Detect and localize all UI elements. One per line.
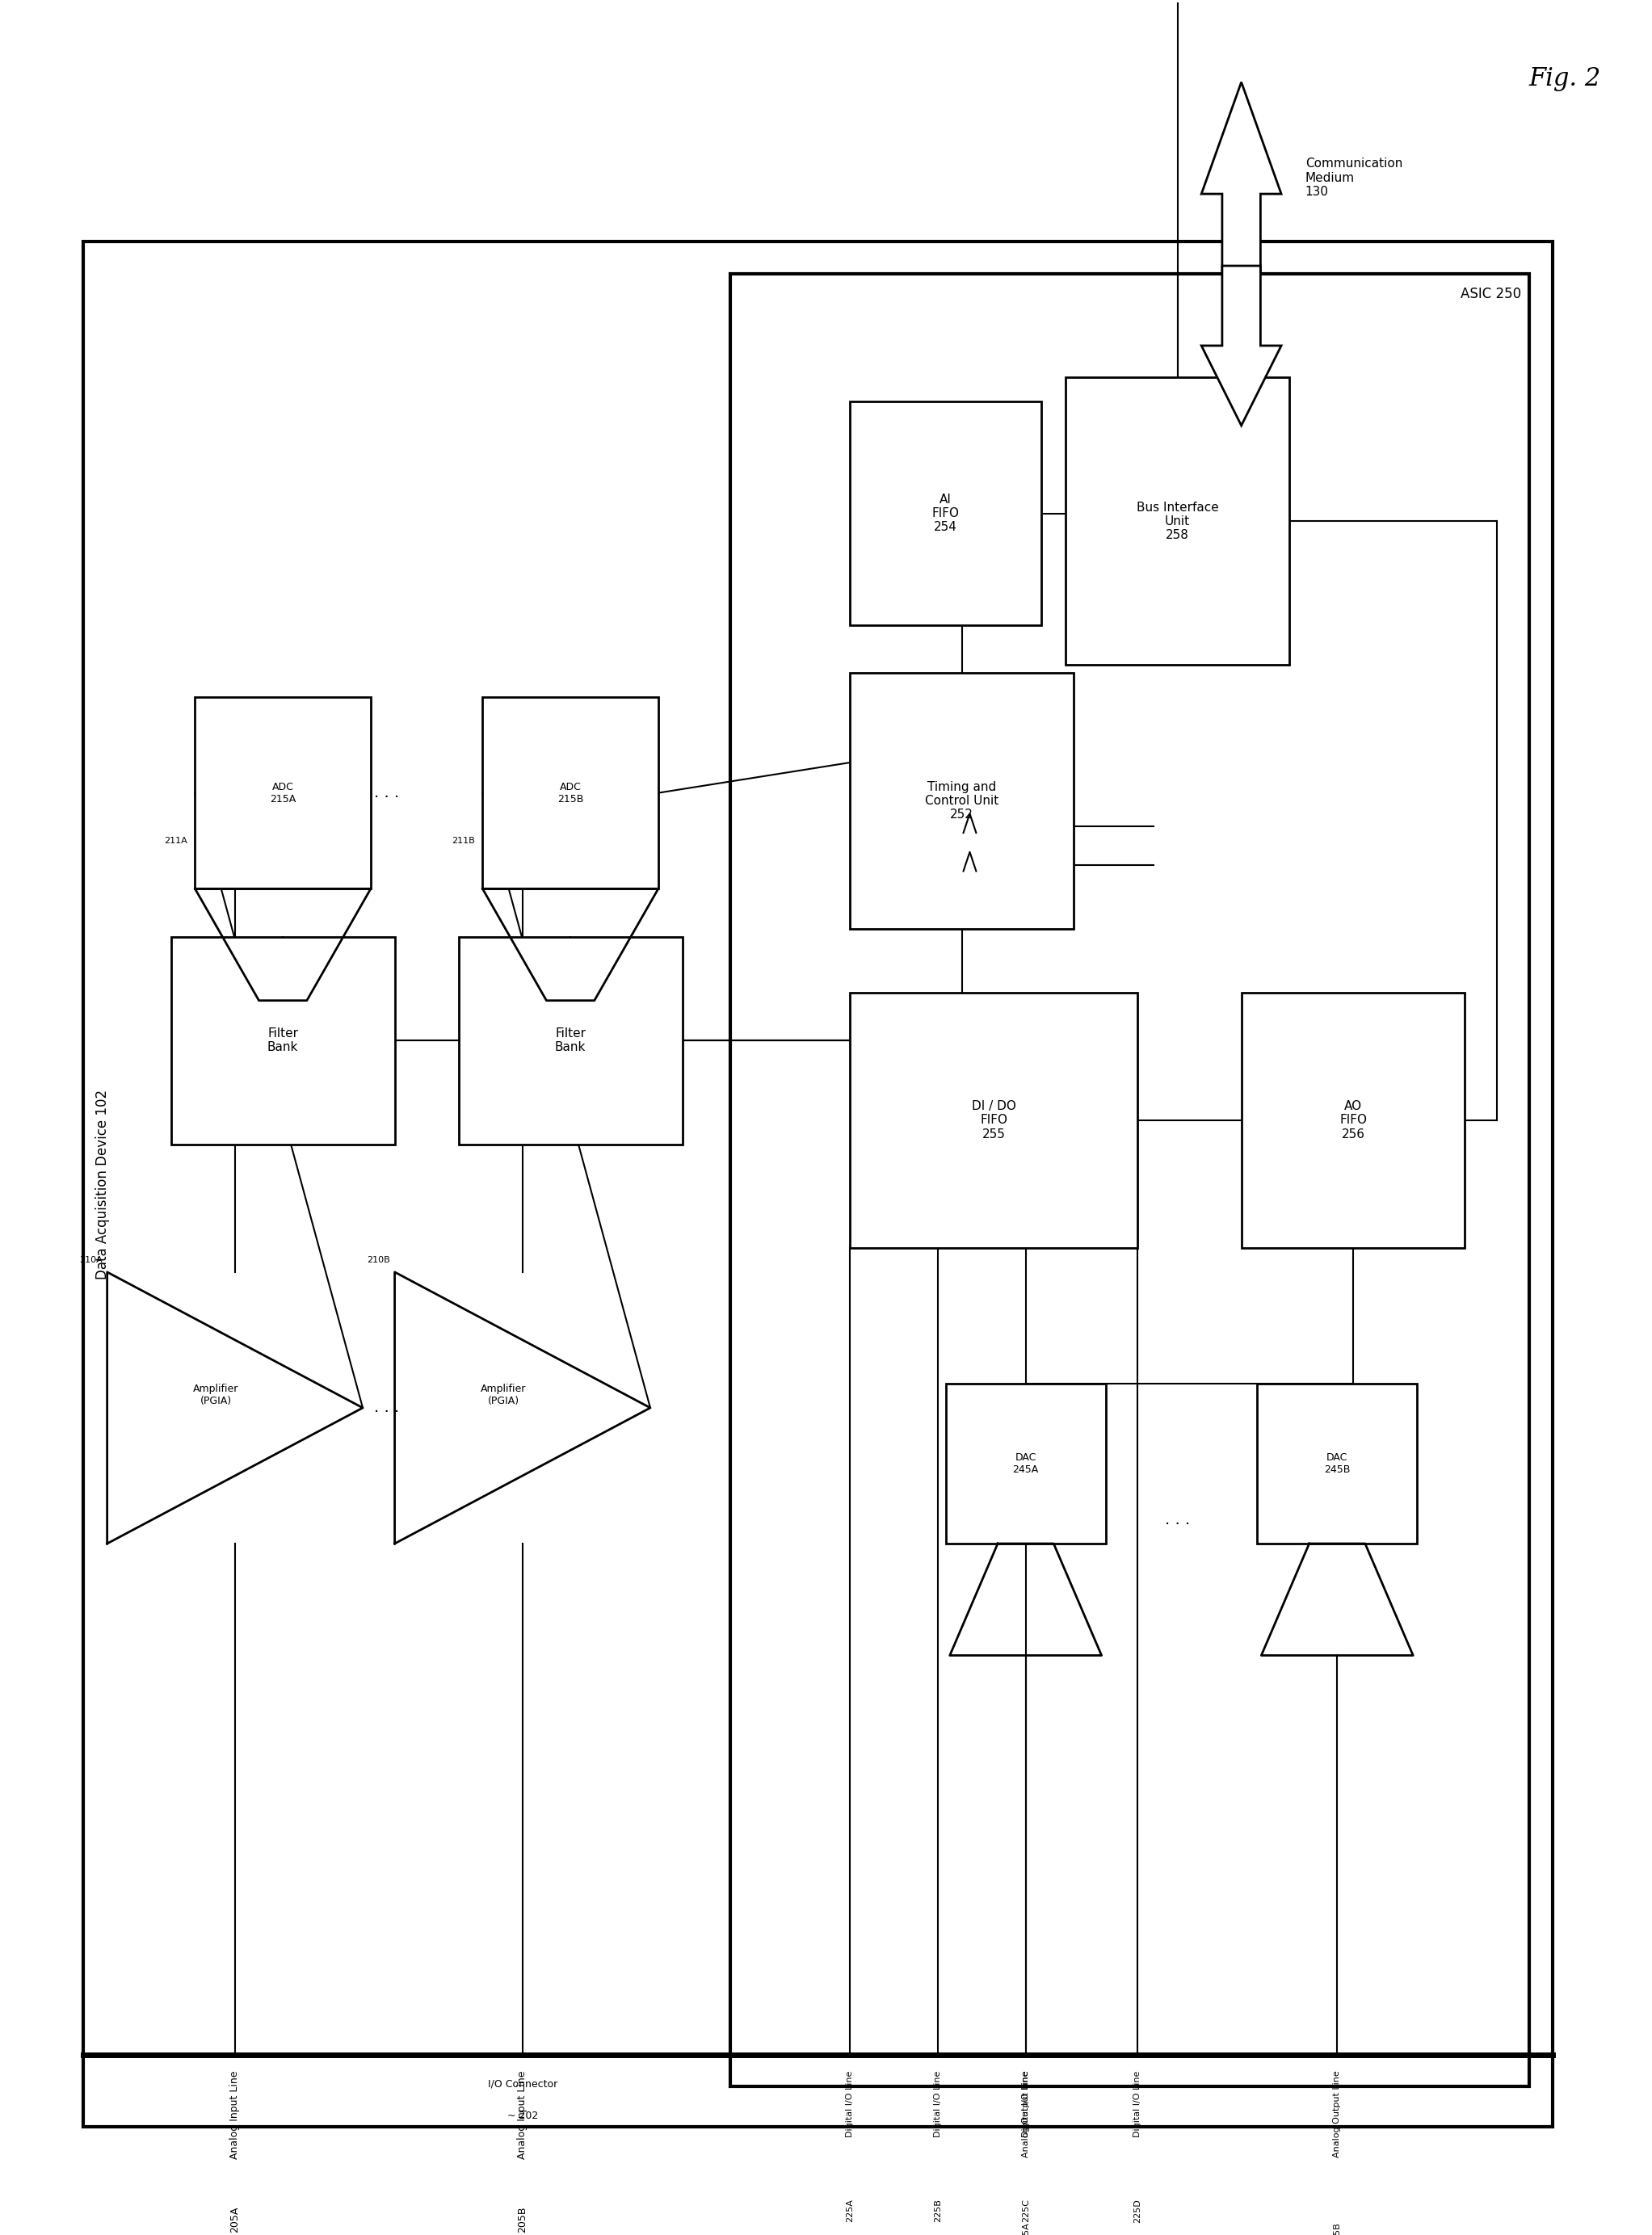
- Text: Digital I/O Line: Digital I/O Line: [1133, 2070, 1142, 2137]
- Text: Analog Output Line: Analog Output Line: [1021, 2070, 1029, 2157]
- Text: . . .: . . .: [373, 1399, 400, 1415]
- Text: Filter
Bank: Filter Bank: [268, 1028, 299, 1053]
- Text: 210B: 210B: [367, 1256, 390, 1265]
- Text: Data Acquisition Device 102: Data Acquisition Device 102: [96, 1088, 109, 1278]
- Text: ASIC 250: ASIC 250: [1460, 286, 1521, 302]
- Text: 211B: 211B: [451, 836, 474, 845]
- Bar: [851, 673, 1074, 930]
- Text: Digital I/O Line: Digital I/O Line: [933, 2070, 942, 2137]
- Text: 235A: 235A: [1021, 2222, 1029, 2235]
- Text: AI
FIFO
254: AI FIFO 254: [932, 494, 960, 534]
- Text: ADC
215B: ADC 215B: [557, 782, 583, 805]
- Text: ADC
215A: ADC 215A: [269, 782, 296, 805]
- Bar: [482, 697, 657, 890]
- Bar: [851, 992, 1138, 1247]
- Text: Timing and
Control Unit
252: Timing and Control Unit 252: [925, 780, 999, 820]
- Bar: [1066, 378, 1289, 666]
- Text: DI / DO
FIFO
255: DI / DO FIFO 255: [971, 1100, 1016, 1140]
- Polygon shape: [1201, 266, 1282, 425]
- Text: Analog Input Line: Analog Input Line: [230, 2070, 240, 2159]
- Bar: [730, 273, 1528, 2087]
- Text: 211A: 211A: [164, 836, 187, 845]
- Text: . . .: . . .: [1165, 1511, 1189, 1527]
- Text: 225B: 225B: [933, 2199, 942, 2222]
- Text: DAC
245A: DAC 245A: [1013, 1453, 1039, 1475]
- Text: 225A: 225A: [846, 2199, 854, 2222]
- Text: 235B: 235B: [1333, 2222, 1341, 2235]
- Text: 205A: 205A: [230, 2206, 240, 2233]
- Text: I/O Connector: I/O Connector: [487, 2079, 557, 2090]
- Text: Amplifier
(PGIA): Amplifier (PGIA): [481, 1383, 525, 1406]
- Text: Digital I/O Line: Digital I/O Line: [1021, 2070, 1029, 2137]
- Text: ~ 202: ~ 202: [507, 2110, 539, 2121]
- Bar: [459, 936, 682, 1144]
- Bar: [1241, 992, 1465, 1247]
- Text: 225C: 225C: [1021, 2199, 1029, 2222]
- Text: Digital I/O Line: Digital I/O Line: [846, 2070, 854, 2137]
- Text: Bus Interface
Unit
258: Bus Interface Unit 258: [1137, 501, 1219, 541]
- Text: Filter
Bank: Filter Bank: [555, 1028, 586, 1053]
- Text: 225D: 225D: [1133, 2199, 1142, 2222]
- Text: AO
FIFO
256: AO FIFO 256: [1340, 1100, 1366, 1140]
- Text: . . .: . . .: [373, 784, 400, 800]
- Text: Communication
Medium
130: Communication Medium 130: [1305, 159, 1403, 199]
- Bar: [947, 1383, 1105, 1544]
- Bar: [1257, 1383, 1417, 1544]
- Bar: [172, 936, 395, 1144]
- Text: Analog Output Line: Analog Output Line: [1333, 2070, 1341, 2157]
- Text: 210A: 210A: [79, 1256, 102, 1265]
- Bar: [195, 697, 370, 890]
- Bar: [83, 241, 1553, 2125]
- Text: Amplifier
(PGIA): Amplifier (PGIA): [193, 1383, 238, 1406]
- Text: Analog Input Line: Analog Input Line: [517, 2070, 527, 2159]
- Bar: [851, 402, 1042, 626]
- Text: Fig. 2: Fig. 2: [1528, 67, 1601, 92]
- Text: 205B: 205B: [517, 2206, 527, 2233]
- Polygon shape: [1201, 83, 1282, 273]
- Text: DAC
245B: DAC 245B: [1325, 1453, 1350, 1475]
